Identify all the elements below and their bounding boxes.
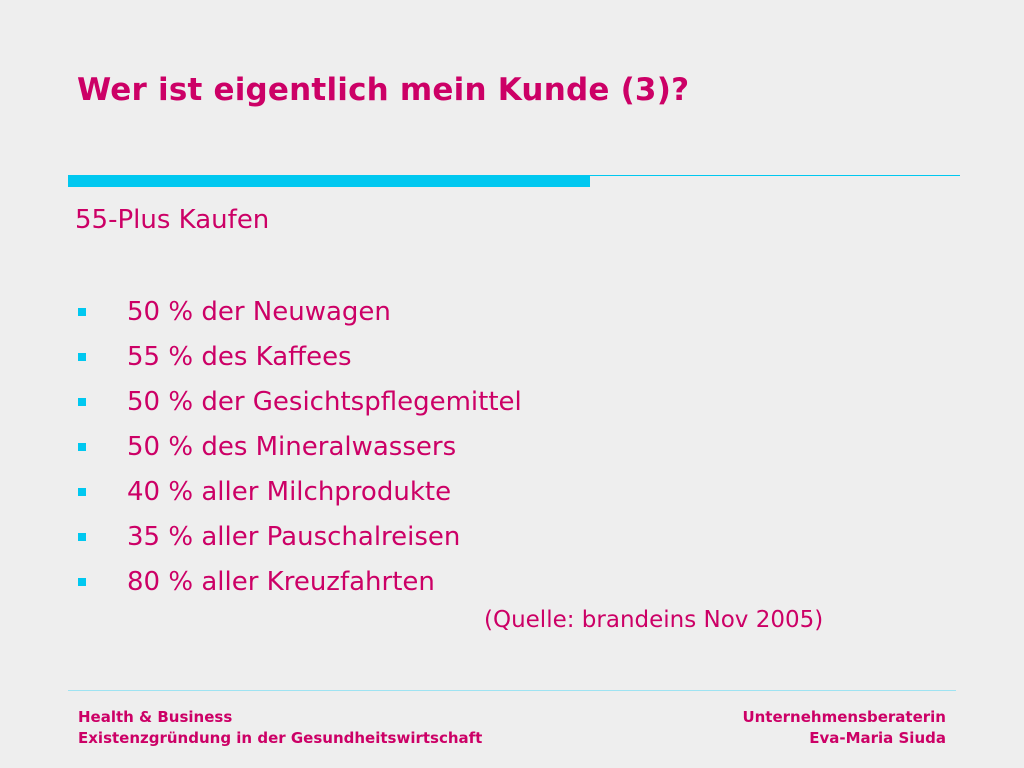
square-bullet-icon	[78, 308, 86, 316]
bullet-text: 35 % aller Pauschalreisen	[127, 522, 461, 552]
footer-right-line2: Eva-Maria Siuda	[809, 729, 946, 747]
bullet-text: 50 % der Gesichtspflegemittel	[127, 387, 522, 417]
footer-left: Health & Business Existenzgründung in de…	[78, 707, 482, 749]
square-bullet-icon	[78, 488, 86, 496]
footer-right-line1: Unternehmensberaterin	[742, 708, 946, 726]
bullet-text: 50 % des Mineralwassers	[127, 432, 457, 462]
bullet-text: 80 % aller Kreuzfahrten	[127, 567, 435, 597]
slide-subtitle: 55-Plus Kaufen	[75, 205, 270, 235]
square-bullet-icon	[78, 578, 86, 586]
bullet-text: 50 % der Neuwagen	[127, 297, 391, 327]
footer-right: Unternehmensberaterin Eva-Maria Siuda	[742, 707, 946, 749]
square-bullet-icon	[78, 533, 86, 541]
title-underline-thin	[590, 175, 960, 176]
bullet-text: 55 % des Kaffees	[127, 342, 352, 372]
footer-left-line1: Health & Business	[78, 708, 233, 726]
slide-title: Wer ist eigentlich mein Kunde (3)?	[77, 72, 690, 108]
square-bullet-icon	[78, 353, 86, 361]
square-bullet-icon	[78, 443, 86, 451]
title-underline-thick	[68, 175, 590, 187]
source-citation: (Quelle: brandeins Nov 2005)	[484, 607, 824, 633]
footer-left-line2: Existenzgründung in der Gesundheitswirts…	[78, 729, 483, 747]
square-bullet-icon	[78, 398, 86, 406]
footer-divider	[68, 690, 956, 691]
bullet-text: 40 % aller Milchprodukte	[127, 477, 452, 507]
